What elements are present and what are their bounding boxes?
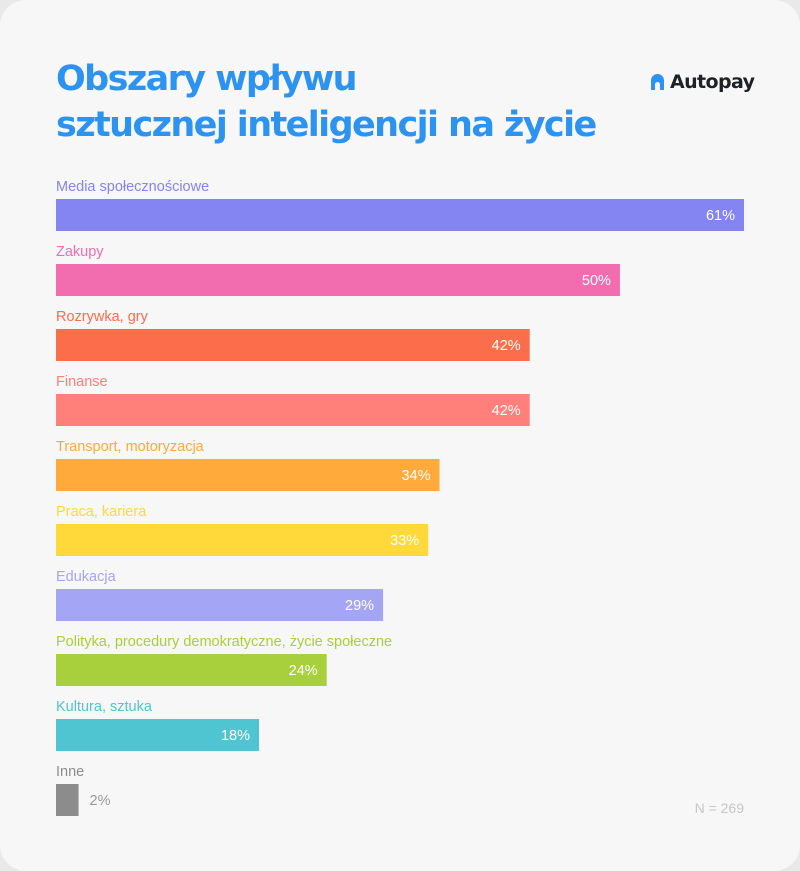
value-label: 2% bbox=[90, 793, 111, 809]
chart-title: Obszary wpływu sztucznej inteligencji na… bbox=[56, 56, 597, 148]
bar bbox=[56, 719, 260, 751]
bar bbox=[56, 459, 440, 491]
bar bbox=[56, 394, 530, 426]
value-label: 33% bbox=[390, 533, 419, 549]
category-label: Kultura, sztuka bbox=[56, 699, 153, 715]
category-label: Media społecznościowe bbox=[56, 179, 209, 195]
category-label: Praca, kariera bbox=[56, 504, 147, 520]
autopay-logo-icon bbox=[651, 74, 664, 90]
chart-title-line-2: sztucznej inteligencji na życie bbox=[56, 105, 597, 145]
value-label: 61% bbox=[706, 208, 735, 224]
category-label: Rozrywka, gry bbox=[56, 309, 149, 325]
bar bbox=[56, 264, 620, 296]
category-label: Edukacja bbox=[56, 569, 117, 585]
bar bbox=[56, 589, 384, 621]
autopay-logo: Autopay bbox=[651, 68, 755, 96]
value-label: 29% bbox=[345, 598, 374, 614]
value-label: 18% bbox=[221, 728, 250, 744]
category-label: Transport, motoryzacja bbox=[56, 439, 205, 455]
category-label: Inne bbox=[56, 764, 84, 780]
value-label: 42% bbox=[492, 403, 521, 419]
value-label: 50% bbox=[582, 273, 611, 289]
category-label: Zakupy bbox=[56, 244, 104, 260]
bar bbox=[56, 329, 530, 361]
sample-size-note: N = 269 bbox=[694, 800, 744, 816]
bar bbox=[56, 654, 327, 686]
bar bbox=[56, 199, 744, 231]
value-label: 34% bbox=[401, 468, 430, 484]
category-label: Polityka, procedury demokratyczne, życie… bbox=[56, 634, 392, 650]
chart-title-line-1: Obszary wpływu bbox=[56, 59, 358, 99]
logo-text: Autopay bbox=[670, 71, 755, 93]
bar bbox=[56, 784, 79, 816]
value-label: 24% bbox=[289, 663, 318, 679]
category-label: Finanse bbox=[56, 374, 108, 390]
bar bbox=[56, 524, 429, 556]
value-label: 42% bbox=[492, 338, 521, 354]
